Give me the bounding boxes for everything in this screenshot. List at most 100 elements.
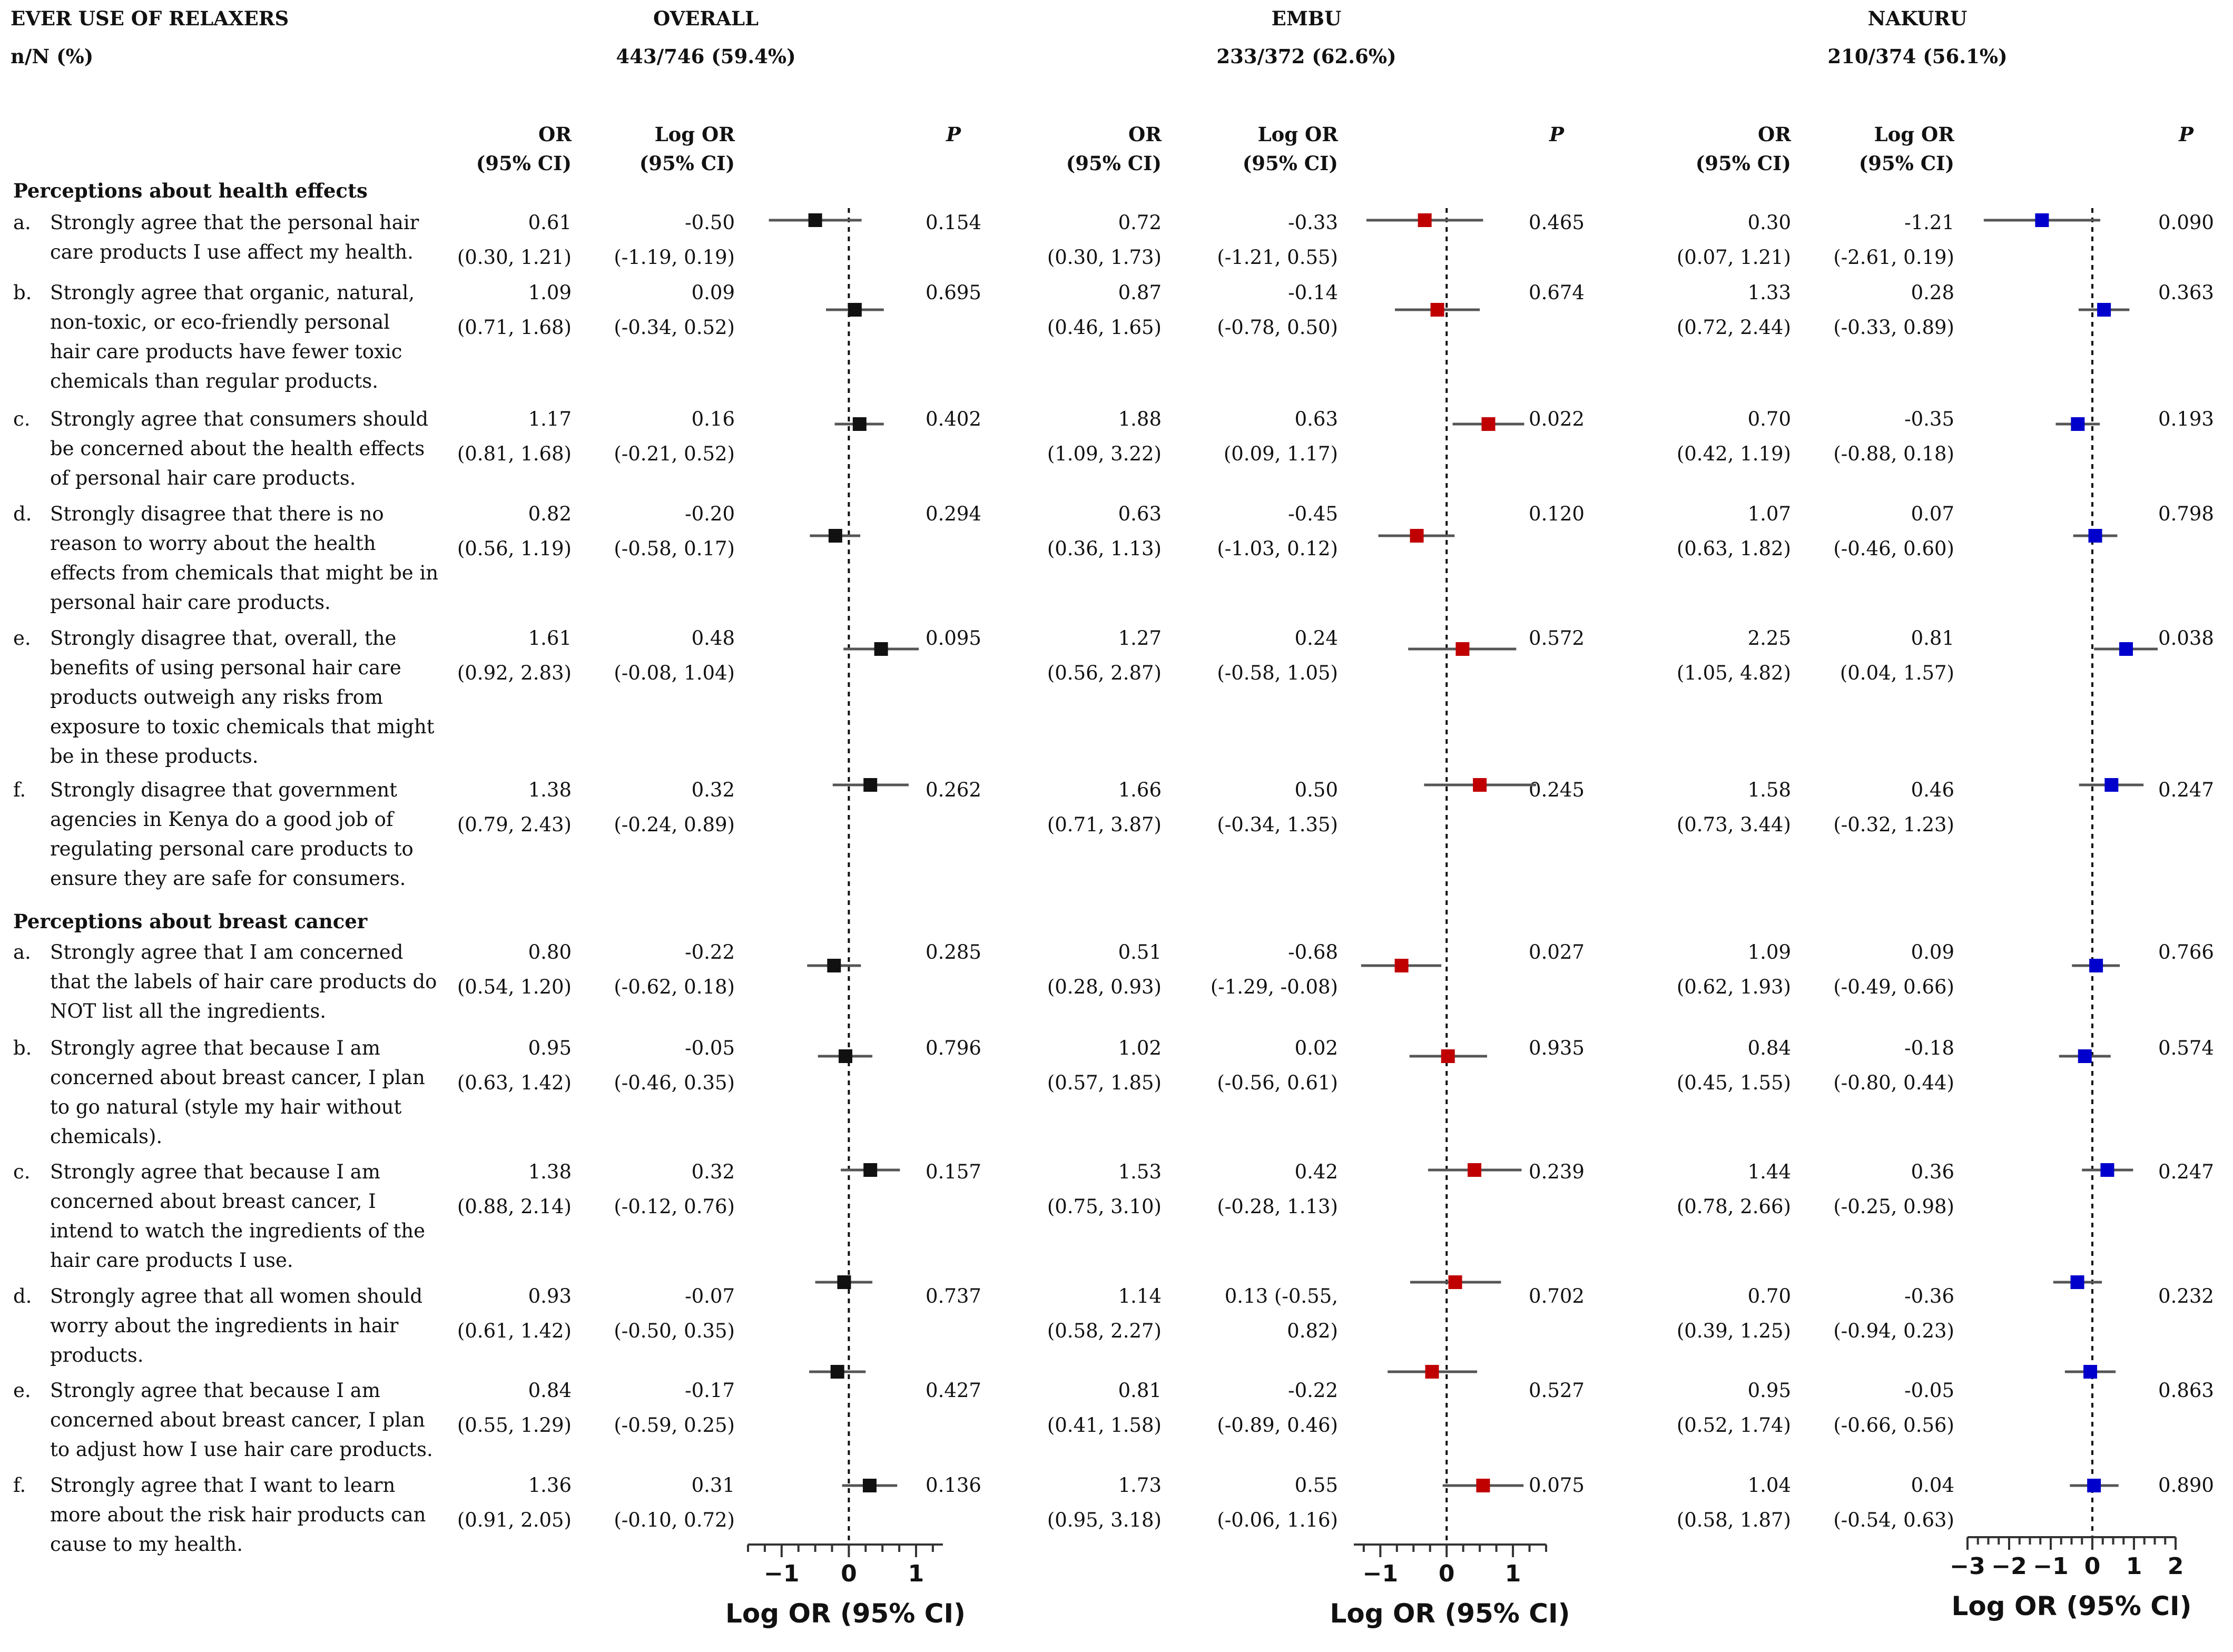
- item-letter: f.: [13, 1474, 26, 1497]
- or-ci-value: (1.09, 3.22): [1047, 442, 1162, 465]
- item-text-line: to go natural (style my hair without: [50, 1096, 401, 1118]
- point-estimate-marker: [2078, 1049, 2092, 1063]
- item-text-line: concerned about breast cancer, I: [50, 1190, 376, 1213]
- logor-ci-value: (-0.46, 0.60): [1833, 537, 1954, 560]
- logor-value: 0.13 (-0.55,: [1225, 1285, 1338, 1307]
- logor-header-nakuru: Log OR: [1874, 123, 1955, 146]
- table-row: f. Strongly disagree that government agenc…: [13, 779, 2214, 890]
- logor-value: -0.14: [1288, 281, 1338, 304]
- or-value: 0.93: [528, 1285, 572, 1307]
- logor-ci-value: (-0.50, 0.35): [614, 1320, 735, 1342]
- item-text-line: agencies in Kenya do a good job of: [50, 808, 395, 831]
- logor-ci-value: (-0.28, 1.13): [1217, 1195, 1338, 1218]
- or-value: 1.66: [1118, 779, 1162, 801]
- item-letter: e.: [13, 627, 31, 650]
- or-ci-value: (0.73, 3.44): [1677, 813, 1791, 836]
- or-value: 1.38: [528, 1161, 572, 1183]
- logor-ci-value: (-0.24, 0.89): [614, 813, 735, 836]
- p-value: 0.294: [926, 503, 981, 525]
- point-estimate-marker: [1476, 1479, 1490, 1492]
- point-estimate-marker: [2104, 778, 2119, 792]
- x-tick-label: −1: [2033, 1553, 2068, 1580]
- p-value: 0.766: [2158, 941, 2214, 963]
- logor-value: 0.81: [1911, 627, 1954, 650]
- or-ci-value: (0.72, 2.44): [1677, 316, 1791, 339]
- logor-ci-value: (-0.88, 0.18): [1833, 442, 1954, 465]
- or-value: 1.53: [1118, 1161, 1162, 1183]
- panel-title-embu: EMBU: [1272, 7, 1342, 30]
- or-ci-value: (0.46, 1.65): [1047, 316, 1162, 339]
- p-value: 0.465: [1529, 211, 1585, 234]
- logor-value: -0.17: [685, 1379, 735, 1402]
- item-text-line: Strongly agree that consumers should: [50, 408, 428, 430]
- p-value: 0.798: [2158, 503, 2214, 525]
- logor-value: -0.07: [685, 1285, 735, 1307]
- point-estimate-marker: [830, 1365, 844, 1379]
- or-ci-value: (0.55, 1.29): [457, 1414, 572, 1437]
- x-tick-label: 2: [2168, 1553, 2184, 1580]
- logor-value: 0.50: [1295, 779, 1338, 801]
- x-tick-label: 1: [2126, 1553, 2142, 1580]
- table-row: c. Strongly agree that consumers should be…: [13, 408, 2214, 489]
- logor-ci-value: (-0.06, 1.16): [1217, 1509, 1338, 1531]
- point-estimate-marker: [2089, 959, 2103, 972]
- or-ci-value: (0.52, 1.74): [1677, 1414, 1791, 1437]
- logor-ci-value: (-0.62, 0.18): [614, 976, 735, 998]
- x-tick-label: −2: [1991, 1553, 2027, 1580]
- table-row: d. Strongly agree that all women should wo…: [13, 1285, 2214, 1366]
- point-estimate-marker: [2071, 417, 2085, 431]
- point-estimate-marker: [837, 1275, 851, 1289]
- or-value: 0.51: [1118, 941, 1162, 963]
- logor-ci-value: (0.09, 1.17): [1224, 442, 1338, 465]
- or-ci-value: (0.39, 1.25): [1677, 1320, 1791, 1342]
- or-ci-value: (0.54, 1.20): [457, 976, 572, 998]
- logor-ci-value: (-2.61, 0.19): [1833, 246, 1954, 269]
- logor-value: 0.31: [692, 1474, 735, 1497]
- point-estimate-marker: [863, 1163, 878, 1177]
- p-value: 0.890: [2158, 1474, 2214, 1497]
- p-value: 0.154: [926, 211, 981, 234]
- logor-ci-value: (-0.56, 0.61): [1217, 1071, 1338, 1094]
- p-header-overall: P: [946, 123, 961, 146]
- logor-value: -0.35: [1904, 408, 1954, 430]
- logor-ci-header-overall: (95% CI): [640, 152, 735, 175]
- table-row: c. Strongly agree that because I am concer…: [13, 1161, 2214, 1272]
- table-row: b. Strongly agree that because I am concer…: [13, 1037, 2214, 1148]
- or-ci-value: (0.58, 2.27): [1047, 1320, 1162, 1342]
- logor-ci-value: (-0.80, 0.44): [1833, 1071, 1954, 1094]
- point-estimate-marker: [1473, 778, 1487, 792]
- or-ci-value: (0.92, 2.83): [457, 662, 572, 684]
- or-value: 1.09: [528, 281, 572, 304]
- or-ci-value: (0.30, 1.73): [1047, 246, 1162, 269]
- table-row: b. Strongly agree that organic, natural, n…: [13, 281, 2214, 392]
- x-axis-label: Log OR (95% CI): [725, 1598, 966, 1629]
- logor-value: 0.02: [1295, 1037, 1338, 1059]
- or-ci-value: (0.71, 1.68): [457, 316, 572, 339]
- logor-ci-value: (-0.46, 0.35): [614, 1071, 735, 1094]
- point-estimate-marker: [2087, 1479, 2101, 1492]
- p-value: 0.027: [1529, 941, 1585, 963]
- item-text-line: of personal hair care products.: [50, 467, 356, 489]
- item-text-line: hair care products have fewer toxic: [50, 340, 402, 363]
- or-value: 1.04: [1748, 1474, 1791, 1497]
- p-value: 0.239: [1529, 1161, 1585, 1183]
- logor-ci-value: (-0.34, 0.52): [614, 316, 735, 339]
- item-text-line: intend to watch the ingredients of the: [50, 1220, 425, 1242]
- logor-value: -0.50: [685, 211, 735, 234]
- panel-headers: OVERALL 443/746 (59.4%) OR (95% CI) Log OR (9…: [476, 7, 2194, 175]
- or-value: 1.58: [1748, 779, 1791, 801]
- item-text-line: non-toxic, or eco-friendly personal: [50, 311, 390, 333]
- x-tick-label: 1: [1505, 1560, 1521, 1587]
- item-text-line: be concerned about the health effects: [50, 437, 425, 460]
- or-value: 0.63: [1118, 503, 1162, 525]
- or-ci-header-overall: (95% CI): [476, 152, 572, 175]
- item-text-line: concerned about breast cancer, I plan: [50, 1066, 425, 1089]
- item-text-line: NOT list all the ingredients.: [50, 1000, 326, 1022]
- logor-ci-value: (-0.66, 0.56): [1833, 1414, 1954, 1437]
- logor-ci-value: (-0.78, 0.50): [1217, 316, 1338, 339]
- or-ci-value: (0.91, 2.05): [457, 1509, 572, 1531]
- logor-ci-value: (-0.49, 0.66): [1833, 976, 1954, 998]
- or-header-overall: OR: [538, 123, 572, 146]
- or-value: 0.30: [1748, 211, 1791, 234]
- p-value: 0.363: [2158, 281, 2214, 304]
